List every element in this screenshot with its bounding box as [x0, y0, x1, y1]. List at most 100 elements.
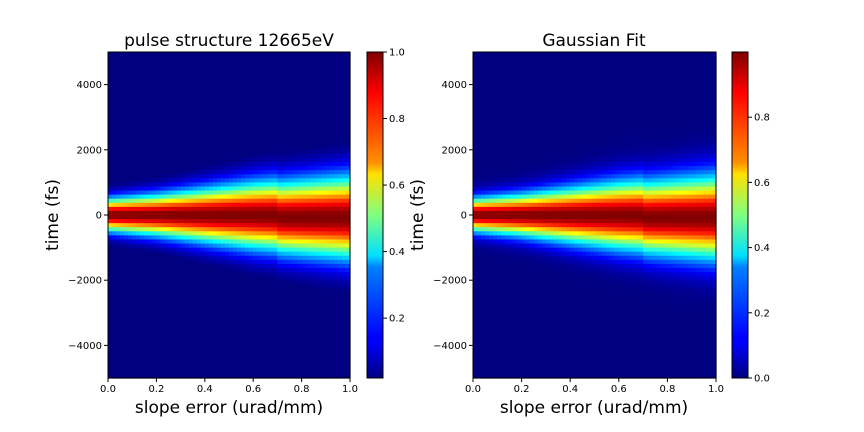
heatmap-cell	[132, 284, 137, 289]
heatmap-cell	[249, 320, 254, 326]
heatmap-cell	[241, 113, 246, 118]
heatmap-cell	[156, 121, 162, 126]
heatmap-cell	[180, 117, 186, 122]
heatmap-cell	[253, 194, 258, 200]
heatmap-cell	[309, 88, 315, 94]
heatmap-cell	[473, 60, 478, 65]
heatmap-cell	[309, 361, 315, 367]
heatmap-cell	[188, 239, 194, 245]
heatmap-cell	[325, 231, 331, 236]
heatmap-cell	[188, 178, 194, 183]
heatmap-cell	[212, 88, 218, 94]
heatmap-cell	[156, 190, 162, 196]
heatmap-cell	[473, 104, 478, 110]
heatmap-cell	[128, 292, 133, 298]
heatmap-cell	[257, 349, 262, 355]
heatmap-cell	[220, 92, 226, 98]
heatmap-cell	[184, 141, 190, 147]
heatmap-cell	[140, 206, 145, 212]
heatmap-cell	[188, 182, 194, 188]
heatmap-cell	[216, 308, 222, 314]
heatmap-cell	[341, 157, 347, 163]
heatmap-cell	[269, 84, 274, 90]
heatmap-cell	[293, 223, 299, 228]
heatmap-cell	[229, 259, 234, 265]
heatmap-cell	[241, 100, 246, 106]
heatmap-cell	[333, 304, 339, 310]
heatmap-cell	[136, 267, 141, 273]
heatmap-cell	[124, 174, 129, 179]
heatmap-cell	[220, 259, 226, 265]
heatmap-cell	[204, 100, 210, 106]
heatmap-cell	[180, 235, 186, 241]
heatmap-cell	[112, 157, 117, 163]
heatmap-cell	[208, 308, 214, 314]
heatmap-cell	[132, 247, 137, 253]
heatmap-cell	[200, 72, 206, 78]
heatmap-cell	[148, 259, 153, 265]
heatmap-cell	[305, 267, 311, 273]
heatmap-cell	[321, 129, 327, 135]
heatmap-cell	[293, 52, 299, 57]
heatmap-cell	[208, 223, 214, 228]
heatmap-cell	[329, 349, 335, 355]
heatmap-cell	[229, 129, 234, 135]
heatmap-cell	[249, 235, 254, 241]
heatmap-cell	[120, 259, 125, 265]
heatmap-cell	[148, 166, 153, 171]
heatmap-cell	[477, 292, 482, 298]
heatmap-cell	[253, 92, 258, 98]
heatmap-cell	[293, 194, 299, 200]
heatmap-cell	[325, 219, 331, 224]
heatmap-cell	[473, 215, 478, 220]
heatmap-cell	[164, 235, 170, 241]
heatmap-cell	[172, 68, 178, 73]
heatmap-cell	[305, 369, 311, 375]
heatmap-cell	[261, 223, 266, 228]
heatmap-cell	[273, 64, 278, 69]
heatmap-cell	[196, 166, 202, 171]
heatmap-cell	[273, 292, 278, 298]
heatmap-cell	[317, 178, 323, 183]
heatmap-cell	[172, 117, 178, 122]
heatmap-cell	[265, 288, 270, 294]
heatmap-cell	[301, 263, 307, 269]
heatmap-cell	[253, 288, 258, 294]
heatmap-cell	[144, 292, 149, 298]
heatmap-cell	[325, 182, 331, 188]
heatmap-cell	[333, 215, 339, 220]
heatmap-cell	[261, 276, 266, 281]
heatmap-cell	[341, 235, 347, 241]
heatmap-cell	[216, 92, 222, 98]
heatmap-cell	[204, 349, 210, 355]
heatmap-cell	[325, 104, 331, 110]
heatmap-cell	[208, 202, 214, 208]
heatmap-cell	[245, 337, 250, 342]
heatmap-cell	[204, 369, 210, 375]
heatmap-cell	[305, 235, 311, 241]
heatmap-cell	[196, 215, 202, 220]
heatmap-cell	[108, 202, 113, 208]
heatmap-cell	[289, 133, 295, 139]
heatmap-cell	[473, 129, 478, 135]
heatmap-cell	[289, 117, 295, 122]
heatmap-cell	[220, 149, 226, 155]
heatmap-cell	[305, 162, 311, 167]
heatmap-cell	[333, 341, 339, 346]
heatmap-cell	[321, 109, 327, 114]
heatmap-cell	[144, 174, 149, 179]
heatmap-cell	[325, 251, 331, 257]
heatmap-cell	[176, 170, 182, 175]
heatmap-cell	[273, 341, 278, 346]
heatmap-cell	[204, 198, 210, 204]
heatmap-cell	[293, 320, 299, 326]
heatmap-cell	[241, 88, 246, 94]
heatmap-cell	[245, 300, 250, 306]
heatmap-cell	[120, 157, 125, 163]
heatmap-cell	[212, 178, 218, 183]
heatmap-cell	[309, 329, 315, 334]
heatmap-cell	[289, 337, 295, 342]
heatmap-cell	[273, 337, 278, 342]
heatmap-cell	[124, 247, 129, 253]
heatmap-cell	[128, 174, 133, 179]
